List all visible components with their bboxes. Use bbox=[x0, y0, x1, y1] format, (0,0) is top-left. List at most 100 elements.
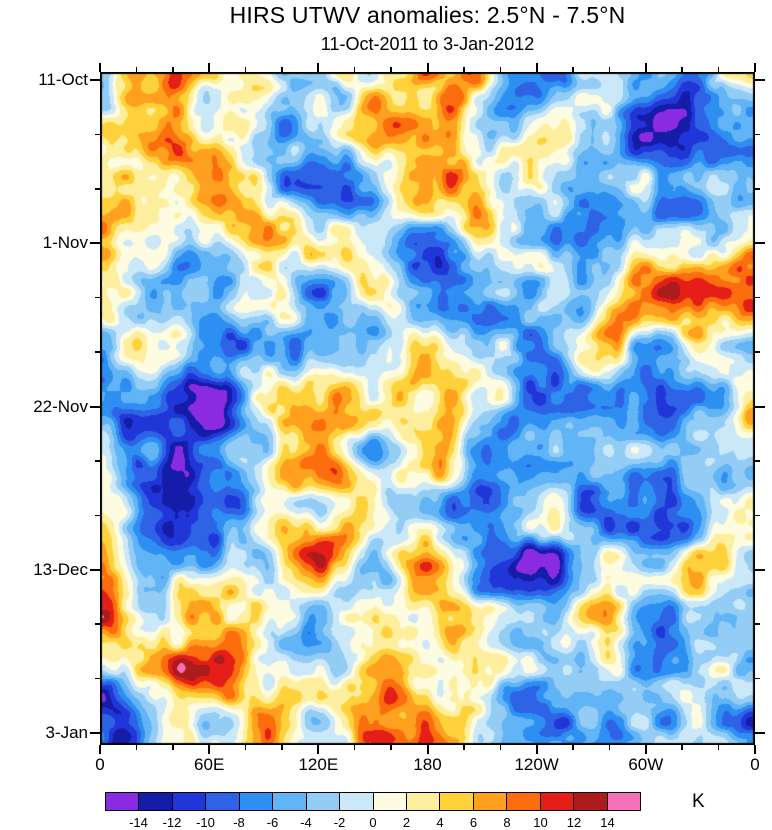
x-tick-label: 0 bbox=[95, 755, 105, 774]
x-minor-tick bbox=[499, 745, 502, 750]
x-minor-tick bbox=[499, 67, 502, 72]
colorbar-tick-label: 14 bbox=[600, 815, 615, 830]
colorbar-cell bbox=[105, 792, 140, 811]
colorbar-cell bbox=[506, 792, 541, 811]
x-minor-tick bbox=[172, 745, 174, 750]
y-major-tick bbox=[90, 242, 100, 245]
colorbar-cell bbox=[539, 792, 575, 811]
y-minor-tick bbox=[755, 351, 760, 353]
x-minor-tick bbox=[281, 745, 283, 750]
x-tick-label: 120W bbox=[514, 755, 559, 774]
y-minor-tick bbox=[755, 188, 760, 190]
x-minor-tick bbox=[463, 67, 465, 72]
y-tick-label: 13-Dec bbox=[33, 559, 88, 579]
y-major-tick bbox=[755, 405, 765, 408]
y-major-tick bbox=[755, 242, 765, 245]
y-minor-tick bbox=[95, 188, 100, 190]
x-tick-label: 0 bbox=[750, 755, 760, 774]
y-tick-label: 3-Jan bbox=[45, 723, 88, 742]
x-major-tick bbox=[754, 745, 756, 754]
colorbar-cell bbox=[205, 792, 240, 811]
y-minor-tick bbox=[755, 623, 760, 625]
x-tick-label: 60E bbox=[194, 755, 225, 774]
x-tick-label: 120E bbox=[298, 755, 339, 774]
colorbar-cell bbox=[272, 792, 307, 811]
x-major-tick bbox=[426, 63, 429, 72]
y-minor-tick bbox=[755, 133, 760, 136]
x-major-tick bbox=[317, 745, 320, 754]
x-major-tick bbox=[99, 745, 101, 754]
x-major-tick bbox=[644, 63, 647, 72]
chart-subtitle: 11-Oct-2011 to 3-Jan-2012 bbox=[320, 34, 535, 54]
heatmap-canvas bbox=[100, 72, 755, 745]
x-minor-tick bbox=[281, 67, 283, 72]
colorbar-cell bbox=[472, 792, 508, 811]
y-minor-tick bbox=[95, 514, 100, 517]
x-minor-tick bbox=[717, 745, 720, 750]
x-major-tick bbox=[426, 745, 429, 754]
x-major-tick bbox=[317, 63, 320, 72]
y-minor-tick bbox=[95, 677, 100, 680]
colorbar-tick-label: -8 bbox=[233, 815, 245, 830]
colorbar-tick-label: -10 bbox=[196, 815, 215, 830]
colorbar-cell bbox=[606, 792, 641, 811]
colorbar-tick-label: 12 bbox=[566, 815, 582, 830]
y-major-tick bbox=[90, 568, 100, 571]
colorbar-cell bbox=[171, 792, 207, 811]
colorbar-tick-label: -4 bbox=[300, 815, 312, 830]
x-minor-tick bbox=[572, 745, 574, 750]
colorbar-cell bbox=[339, 792, 374, 811]
x-minor-tick bbox=[681, 745, 683, 750]
y-major-tick bbox=[90, 732, 100, 734]
colorbar-cell bbox=[305, 792, 341, 811]
colorbar-cell bbox=[439, 792, 474, 811]
colorbar bbox=[105, 792, 641, 811]
colorbar-tick-label: -14 bbox=[129, 815, 148, 830]
colorbar-tick-label: 10 bbox=[533, 815, 548, 830]
x-tick-label: 60W bbox=[628, 755, 664, 774]
colorbar-tick-label: 4 bbox=[436, 815, 444, 830]
x-minor-tick bbox=[390, 67, 392, 72]
y-minor-tick bbox=[755, 296, 760, 299]
y-major-tick bbox=[90, 79, 100, 81]
x-major-tick bbox=[754, 63, 756, 72]
colorbar-units-label: K bbox=[692, 791, 705, 812]
x-minor-tick bbox=[681, 67, 683, 72]
y-minor-tick bbox=[95, 133, 100, 136]
y-major-tick bbox=[755, 79, 765, 81]
colorbar-cell bbox=[405, 792, 441, 811]
y-minor-tick bbox=[755, 460, 760, 462]
x-minor-tick bbox=[353, 745, 356, 750]
x-minor-tick bbox=[244, 67, 247, 72]
x-minor-tick bbox=[135, 67, 138, 72]
x-major-tick bbox=[99, 63, 101, 72]
colorbar-cell bbox=[238, 792, 274, 811]
x-major-tick bbox=[208, 63, 211, 72]
x-minor-tick bbox=[244, 745, 247, 750]
x-minor-tick bbox=[135, 745, 138, 750]
y-major-tick bbox=[755, 732, 765, 734]
colorbar-cell bbox=[372, 792, 407, 811]
colorbar-tick-label: 2 bbox=[402, 815, 411, 830]
colorbar-tick-label: 8 bbox=[503, 815, 511, 830]
y-minor-tick bbox=[755, 677, 760, 680]
x-minor-tick bbox=[353, 67, 356, 72]
x-minor-tick bbox=[572, 67, 574, 72]
x-minor-tick bbox=[463, 745, 465, 750]
chart-title: HIRS UTWV anomalies: 2.5°N - 7.5°N bbox=[229, 2, 626, 28]
colorbar-cell bbox=[138, 792, 173, 811]
colorbar-tick-label: -6 bbox=[266, 815, 279, 830]
y-minor-tick bbox=[95, 623, 100, 625]
y-minor-tick bbox=[95, 460, 100, 462]
x-minor-tick bbox=[717, 67, 720, 72]
colorbar-tick-label: 0 bbox=[369, 815, 377, 830]
x-minor-tick bbox=[172, 67, 174, 72]
colorbar-tick-label: -2 bbox=[333, 815, 346, 830]
y-minor-tick bbox=[755, 514, 760, 517]
y-minor-tick bbox=[95, 351, 100, 353]
y-major-tick bbox=[755, 568, 765, 571]
x-tick-label: 180 bbox=[413, 755, 442, 774]
x-major-tick bbox=[535, 745, 538, 754]
y-minor-tick bbox=[95, 296, 100, 299]
